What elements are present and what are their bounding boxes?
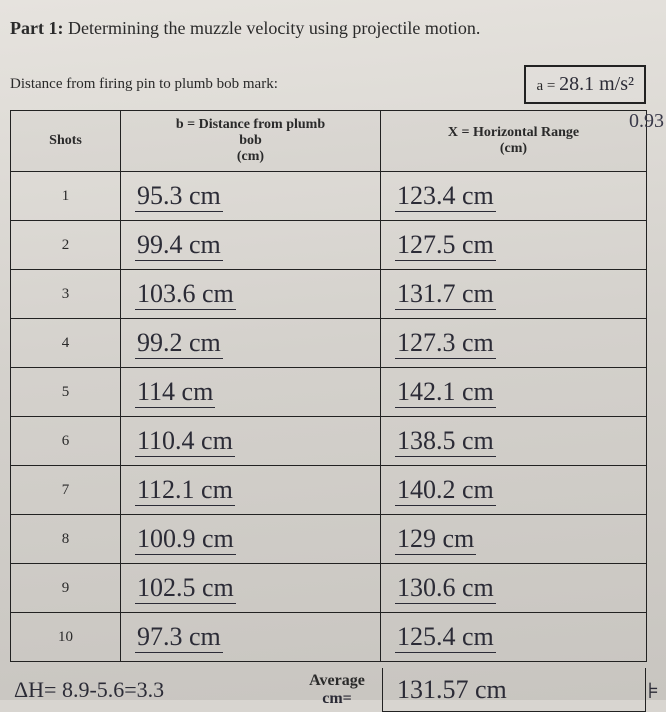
table-row: 3 103.6 cm 131.7 cm (11, 270, 647, 319)
b-value-cell: 102.5 cm (121, 564, 381, 613)
b-value: 99.2 cm (135, 328, 223, 359)
shot-number: 9 (11, 564, 121, 613)
title-part: Part 1: (10, 18, 63, 38)
x-value: 140.2 cm (395, 475, 496, 506)
x-value-cell: 138.5 cm (381, 417, 647, 466)
average-label: Average cm= (292, 672, 382, 708)
x-value-cell: 140.2 cm (381, 466, 647, 515)
header-x: X = Horizontal Range(cm) (381, 111, 647, 172)
b-value: 95.3 cm (135, 181, 223, 212)
shot-number: 8 (11, 515, 121, 564)
x-value-cell: 123.4 cm (381, 172, 647, 221)
b-value: 102.5 cm (135, 573, 236, 604)
shot-number: 7 (11, 466, 121, 515)
header-shots: Shots (11, 111, 121, 172)
table-row: 10 97.3 cm 125.4 cm (11, 613, 647, 662)
x-value-cell: 131.7 cm (381, 270, 647, 319)
table-row: 6 110.4 cm 138.5 cm (11, 417, 647, 466)
x-value: 142.1 cm (395, 377, 496, 408)
worksheet-page: Part 1: Determining the muzzle velocity … (0, 0, 666, 700)
x-value: 131.7 cm (395, 279, 496, 310)
data-table: Shots b = Distance from plumbbob(cm) X =… (10, 110, 647, 662)
margin-note: 0.93 (629, 110, 664, 133)
shot-number: 5 (11, 368, 121, 417)
distance-row: Distance from firing pin to plumb bob ma… (10, 65, 646, 104)
x-value: 123.4 cm (395, 181, 496, 212)
delta-h: ΔH= 8.9-5.6=3.3 (10, 677, 292, 703)
table-row: 1 95.3 cm 123.4 cm (11, 172, 647, 221)
x-value: 130.6 cm (395, 573, 496, 604)
b-value: 103.6 cm (135, 279, 236, 310)
b-value-cell: 99.4 cm (121, 221, 381, 270)
x-value-cell: 127.5 cm (381, 221, 647, 270)
a-prefix: a = (536, 78, 559, 94)
shot-number: 6 (11, 417, 121, 466)
a-value: 28.1 m/s² (559, 73, 634, 95)
table-row: 4 99.2 cm 127.3 cm (11, 319, 647, 368)
header-row: Shots b = Distance from plumbbob(cm) X =… (11, 111, 647, 172)
b-value-cell: 112.1 cm (121, 466, 381, 515)
page-title: Part 1: Determining the muzzle velocity … (10, 18, 646, 39)
x-value-cell: 130.6 cm (381, 564, 647, 613)
x-value: 127.5 cm (395, 230, 496, 261)
table-row: 8 100.9 cm 129 cm (11, 515, 647, 564)
x-value-cell: 125.4 cm (381, 613, 647, 662)
b-value: 97.3 cm (135, 622, 223, 653)
shot-number: 10 (11, 613, 121, 662)
b-value: 100.9 cm (135, 524, 236, 555)
tick-icon: ⊧ (648, 678, 659, 704)
x-value-cell: 142.1 cm (381, 368, 647, 417)
distance-label: Distance from firing pin to plumb bob ma… (10, 76, 512, 93)
average-value: 131.57 cm (397, 675, 507, 705)
b-value: 110.4 cm (135, 426, 235, 457)
x-value: 127.3 cm (395, 328, 496, 359)
shot-number: 1 (11, 172, 121, 221)
bottom-row: ΔH= 8.9-5.6=3.3 Average cm= 131.57 cm ⊧ (10, 668, 646, 712)
a-box: a = 28.1 m/s² (524, 65, 646, 104)
b-value-cell: 110.4 cm (121, 417, 381, 466)
b-value-cell: 103.6 cm (121, 270, 381, 319)
title-rest: Determining the muzzle velocity using pr… (63, 18, 480, 38)
b-value: 112.1 cm (135, 475, 235, 506)
average-box: 131.57 cm ⊧ (382, 668, 646, 712)
table-row: 5 114 cm 142.1 cm (11, 368, 647, 417)
b-value-cell: 95.3 cm (121, 172, 381, 221)
x-value: 125.4 cm (395, 622, 496, 653)
header-b: b = Distance from plumbbob(cm) (121, 111, 381, 172)
x-value-cell: 127.3 cm (381, 319, 647, 368)
shot-number: 3 (11, 270, 121, 319)
table-row: 9 102.5 cm 130.6 cm (11, 564, 647, 613)
x-value: 138.5 cm (395, 426, 496, 457)
x-value: 129 cm (395, 524, 476, 555)
shot-number: 2 (11, 221, 121, 270)
table-row: 2 99.4 cm 127.5 cm (11, 221, 647, 270)
b-value: 114 cm (135, 377, 215, 408)
x-value-cell: 129 cm (381, 515, 647, 564)
b-value-cell: 114 cm (121, 368, 381, 417)
b-value-cell: 99.2 cm (121, 319, 381, 368)
shot-number: 4 (11, 319, 121, 368)
b-value-cell: 97.3 cm (121, 613, 381, 662)
b-value-cell: 100.9 cm (121, 515, 381, 564)
b-value: 99.4 cm (135, 230, 223, 261)
table-row: 7 112.1 cm 140.2 cm (11, 466, 647, 515)
